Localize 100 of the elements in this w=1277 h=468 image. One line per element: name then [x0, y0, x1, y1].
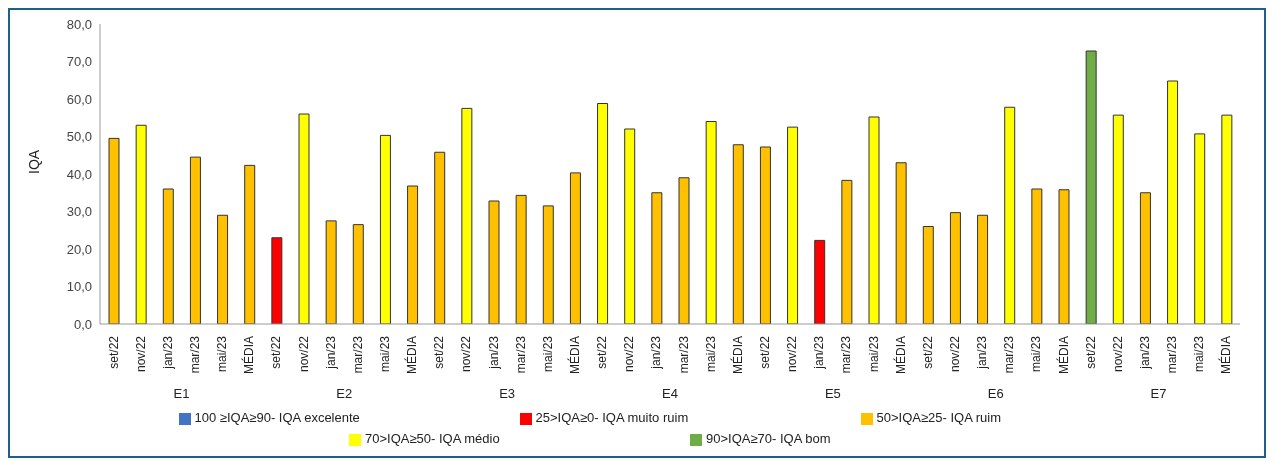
x-tick-label: mar/23	[188, 335, 202, 374]
x-tick-label: mar/23	[676, 335, 691, 374]
x-tick-label: MÉDIA	[1055, 336, 1071, 375]
x-tick-label: nov/22	[133, 335, 148, 373]
text: E5	[824, 386, 841, 401]
text: E4	[662, 386, 678, 401]
bar	[515, 194, 527, 324]
bar	[1139, 192, 1151, 324]
text: E1	[173, 386, 190, 401]
bar	[379, 134, 391, 324]
x-tick-label: MÉDIA	[404, 336, 420, 375]
x-tick-label: nov/22	[296, 335, 311, 373]
y-tick-label: 30,0	[66, 204, 92, 220]
legend-label: 25>IQA≥0- IQA muito ruim	[535, 410, 689, 425]
bar	[542, 205, 554, 324]
legend-label: 100 ≥IQA≥90- IQA excelente	[194, 410, 360, 425]
bar	[624, 128, 636, 324]
bar	[488, 200, 500, 324]
bar	[895, 162, 907, 324]
x-tick-label: jan/23	[160, 335, 175, 370]
x-tick-label: jan/23	[975, 335, 990, 370]
bar	[217, 214, 229, 324]
x-tick-label: mar/23	[513, 335, 528, 374]
bar	[244, 164, 256, 324]
bar	[1167, 80, 1179, 324]
bar	[759, 146, 771, 324]
bar	[787, 126, 799, 324]
x-tick-label: nov/22	[622, 335, 637, 373]
bar	[1085, 50, 1097, 324]
x-tick-label: mar/23	[1165, 335, 1180, 374]
x-tick-label: set/22	[432, 335, 447, 369]
bar	[814, 239, 826, 324]
bar	[922, 226, 934, 324]
bar	[977, 214, 989, 324]
bar	[407, 185, 419, 324]
x-tick-label: mar/23	[839, 335, 854, 374]
bar	[868, 116, 880, 324]
bar	[271, 237, 283, 324]
bar	[135, 124, 147, 324]
x-tick-label: MÉDIA	[1218, 336, 1234, 375]
y-axis-title: IQA	[25, 149, 42, 174]
bar	[651, 192, 663, 324]
bar	[298, 113, 310, 324]
x-tick-label: jan/23	[486, 335, 501, 370]
bar	[461, 107, 473, 324]
text: E7	[1150, 386, 1167, 401]
x-tick-label: nov/22	[459, 335, 474, 373]
y-tick-label: 60,0	[66, 91, 92, 107]
x-tick-label: mai/23	[703, 335, 718, 373]
text: E6	[987, 386, 1004, 401]
x-tick-label: set/22	[269, 335, 284, 369]
bar	[949, 212, 961, 324]
legend-label: 90>IQA≥70- IQA bom	[706, 431, 831, 446]
bar	[162, 188, 174, 324]
y-tick-label: 20,0	[66, 241, 92, 257]
y-tick-label: 70,0	[66, 54, 92, 70]
y-tick-label: 80,0	[66, 16, 92, 32]
bar	[1031, 188, 1043, 324]
y-tick-label: 10,0	[66, 279, 92, 295]
x-tick-label: mar/23	[350, 335, 365, 374]
bar	[1058, 189, 1070, 324]
bar	[1221, 114, 1233, 324]
x-tick-label: jan/23	[812, 335, 827, 370]
x-tick-label: mai/23	[540, 335, 555, 373]
bar	[705, 121, 717, 324]
x-tick-label: nov/22	[1110, 335, 1125, 373]
bar	[678, 177, 690, 324]
x-tick-label: set/22	[758, 335, 772, 369]
legend-label: 70>IQA≥50- IQA médio	[365, 431, 500, 446]
bar	[569, 172, 581, 324]
x-tick-label: mai/23	[215, 335, 230, 373]
legend-label: 50>IQA≥25- IQA ruim	[876, 410, 1002, 425]
x-tick-label: mai/23	[1029, 335, 1044, 373]
x-tick-label: MÉDIA	[729, 336, 745, 375]
y-tick-label: 50,0	[66, 129, 92, 145]
bar	[108, 137, 120, 324]
x-tick-label: mar/23	[1002, 335, 1017, 374]
bar	[841, 179, 853, 324]
text: E3	[499, 386, 516, 401]
x-tick-label: set/22	[106, 335, 121, 369]
x-tick-label: jan/23	[1138, 335, 1152, 370]
bar	[732, 144, 744, 324]
x-tick-label: mai/23	[866, 335, 881, 373]
x-tick-label: MÉDIA	[567, 336, 582, 375]
bar	[597, 103, 609, 324]
x-tick-label: nov/22	[948, 335, 962, 373]
bar	[1004, 106, 1016, 324]
x-tick-label: MÉDIA	[241, 336, 257, 375]
y-tick-label: 40,0	[66, 166, 92, 182]
y-tick-label: 0,0	[73, 316, 92, 332]
x-tick-label: set/22	[1083, 335, 1098, 369]
bar	[189, 156, 201, 324]
bar	[434, 151, 446, 324]
x-tick-label: mai/23	[1192, 335, 1207, 373]
x-tick-label: jan/23	[323, 335, 338, 370]
bar	[325, 220, 337, 324]
x-tick-label: jan/23	[649, 335, 664, 370]
x-tick-label: set/22	[920, 335, 935, 369]
x-tick-label: mai/23	[378, 335, 392, 373]
bar	[352, 224, 364, 324]
